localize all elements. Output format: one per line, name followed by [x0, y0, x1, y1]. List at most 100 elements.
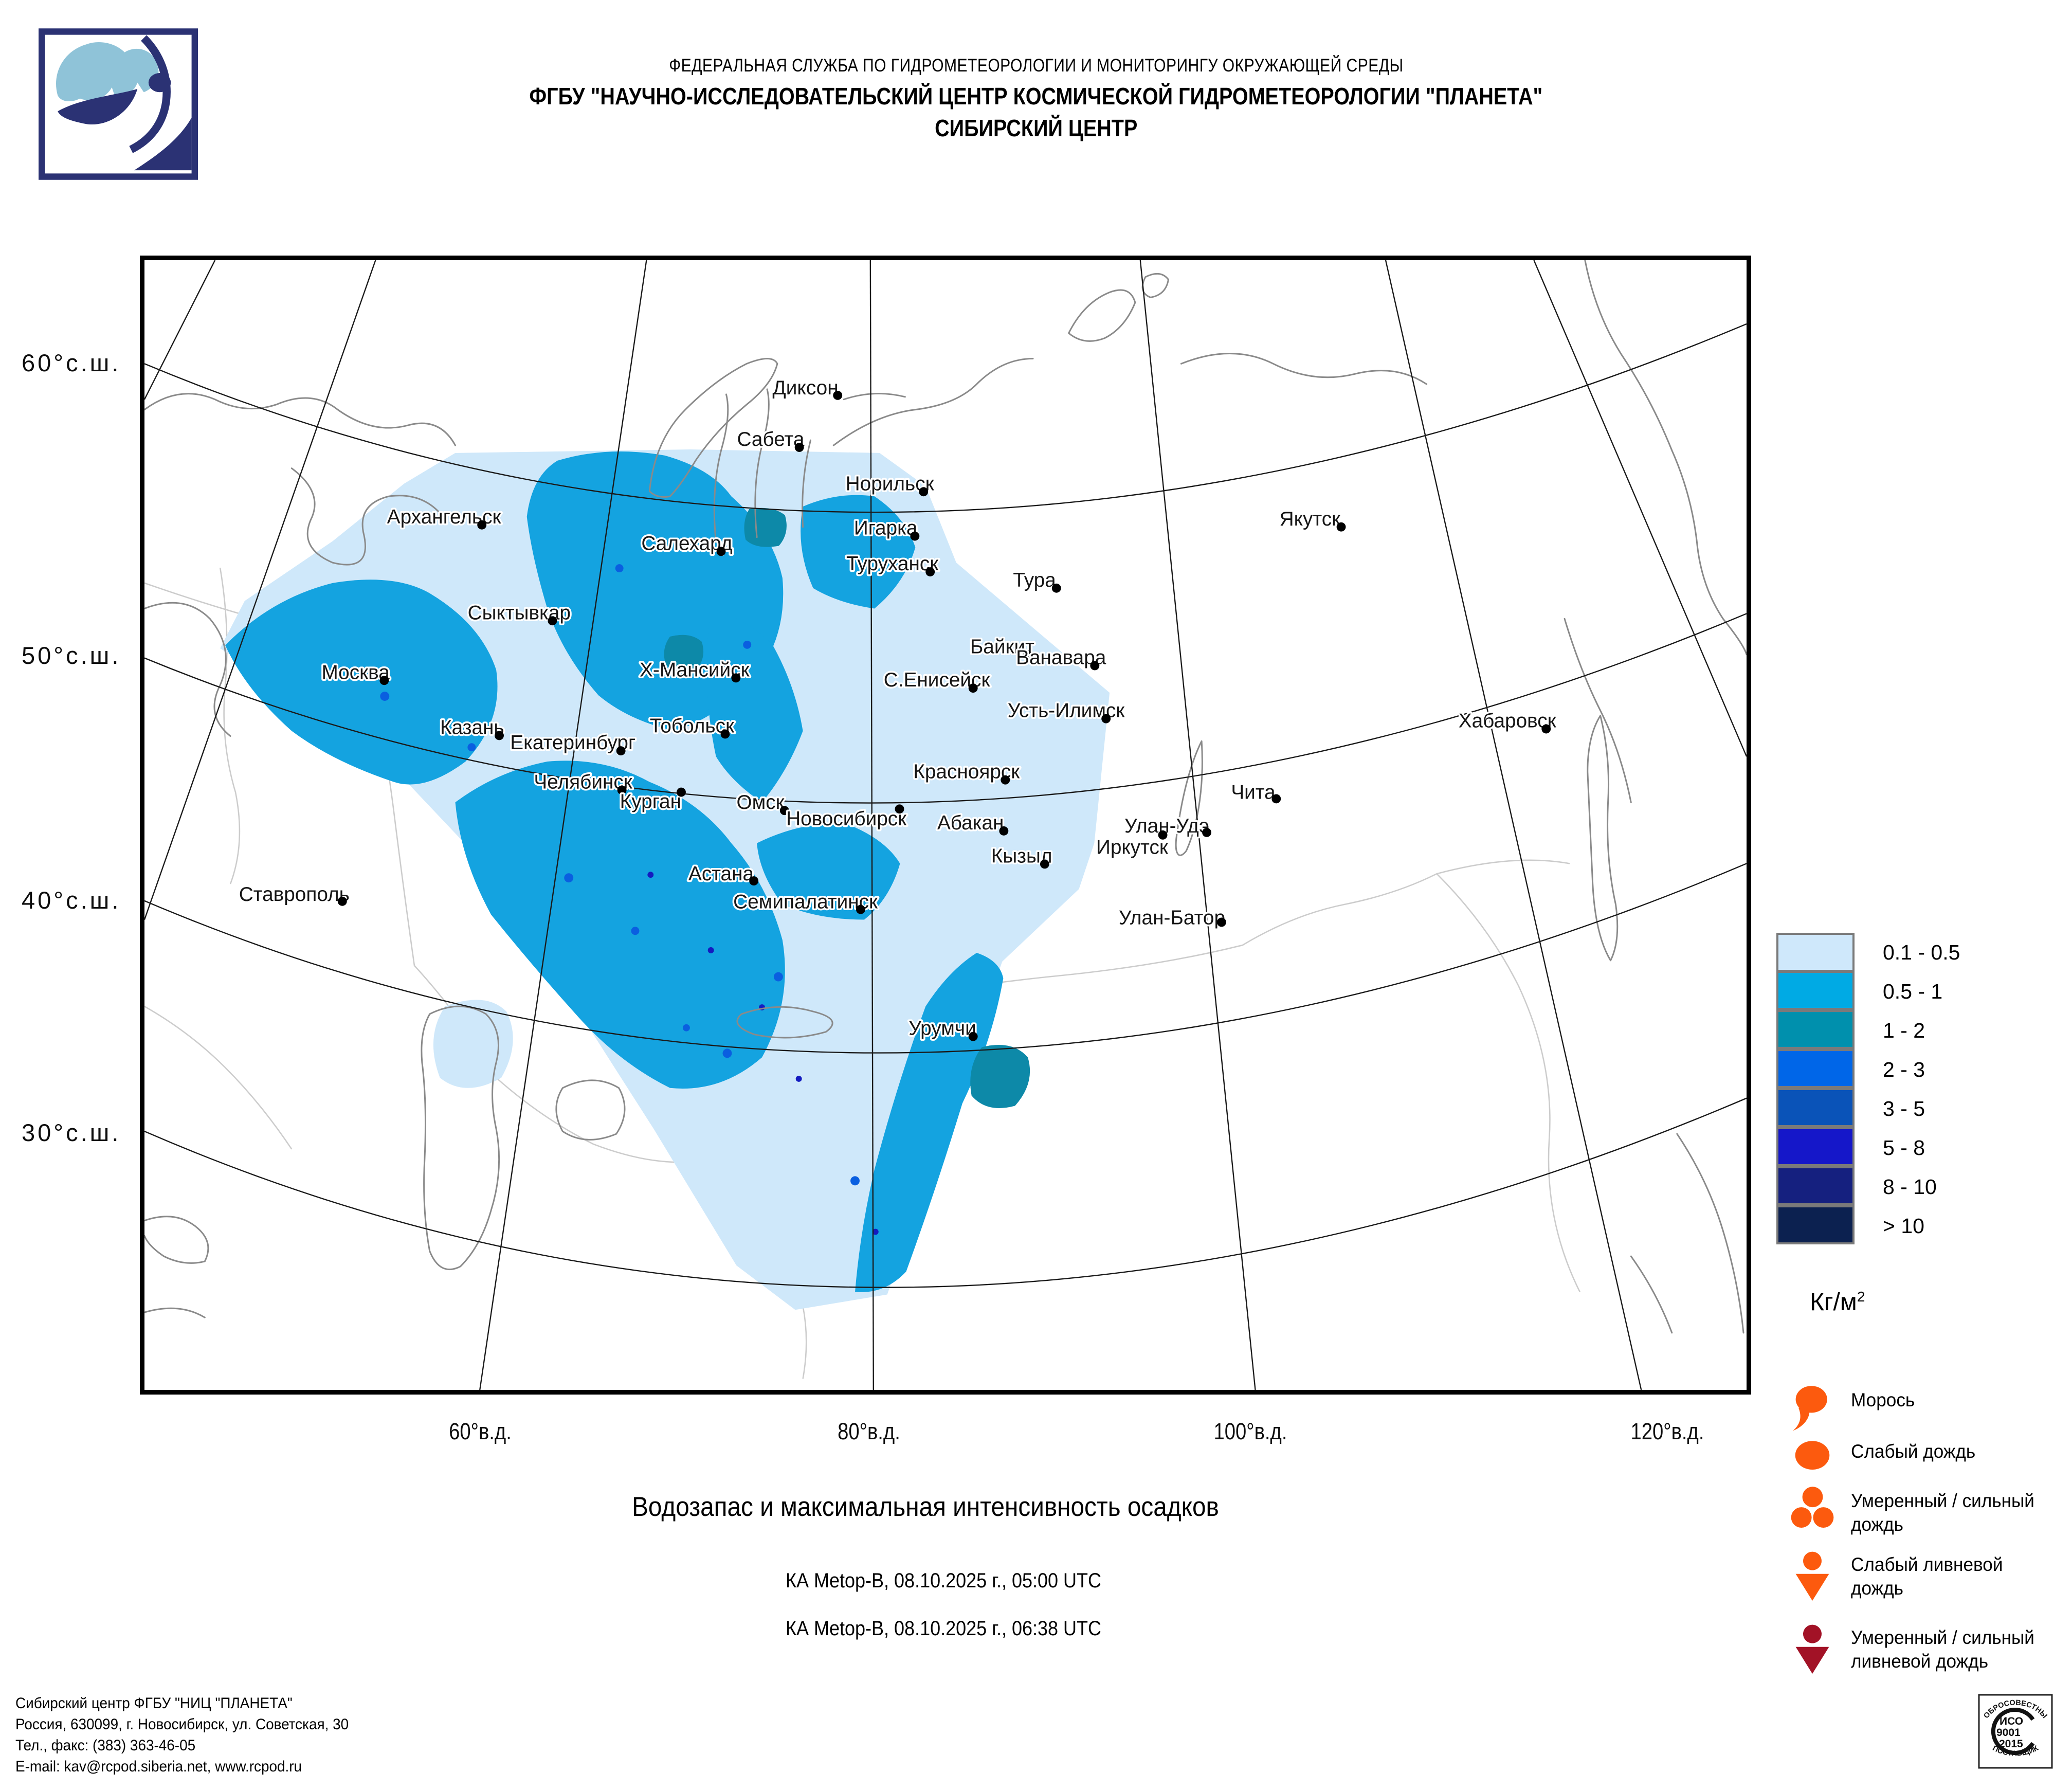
- city-marker: [999, 826, 1009, 836]
- legend-swatch: [1776, 933, 1855, 972]
- iso-line2: 9001: [1996, 1727, 2021, 1739]
- intensity-item: Морось: [1774, 1384, 2062, 1436]
- moderate-strong-rain-icon: [1774, 1485, 1851, 1531]
- satellite-pass-1: КА Metop-B, 08.10.2025 г., 05:00 UTC: [785, 1569, 1102, 1592]
- moderate-strong-shower-rain-icon: [1774, 1622, 1851, 1679]
- precipitation-field: [220, 449, 1110, 1310]
- latitude-label: 50°с.ш.: [22, 642, 121, 669]
- footer-contacts: Сибирский центр ФГБУ "НИЦ "ПЛАНЕТА" Росс…: [15, 1693, 349, 1777]
- city-label: Якутск: [1280, 508, 1341, 530]
- logo-swoosh: [58, 89, 138, 125]
- city-marker: [1001, 775, 1010, 785]
- city-label: Кызыл: [991, 845, 1052, 867]
- city-marker: [716, 547, 726, 556]
- drizzle-icon: [1774, 1384, 1851, 1436]
- city-marker: [968, 683, 978, 693]
- legend-swatch: [1776, 1166, 1855, 1205]
- logo-orbit: [129, 35, 171, 153]
- city-marker: [616, 746, 626, 756]
- city-marker: [720, 729, 730, 739]
- legend-swatch: [1776, 1010, 1855, 1049]
- header-branch-text: СИБИРСКИЙ ЦЕНТР: [934, 115, 1138, 141]
- city-marker: [1336, 522, 1346, 532]
- intensity-item: Умеренный / сильный дождь: [1774, 1485, 2062, 1549]
- city-marker: [617, 785, 627, 795]
- city-marker: [677, 787, 686, 797]
- city-label: Абакан: [937, 812, 1004, 834]
- city-marker: [968, 1032, 978, 1041]
- planeta-logo: [39, 28, 198, 180]
- longitude-label: 60°в.д.: [449, 1418, 512, 1444]
- city-label: Челябинск: [534, 771, 632, 793]
- legend-item: 3 - 5: [1776, 1088, 1960, 1128]
- intensity-item: Слабый дождь: [1774, 1436, 2062, 1485]
- header-service-line: ФЕДЕРАЛЬНАЯ СЛУЖБА ПО ГИДРОМЕТЕОРОЛОГИИ …: [0, 56, 2072, 76]
- header-branch-line: СИБИРСКИЙ ЦЕНТР: [0, 114, 2072, 142]
- iso-line1: ИСО: [2000, 1715, 2023, 1727]
- legend-range: 0.1 - 0.5: [1883, 940, 1960, 964]
- city-label: Курган: [620, 790, 681, 812]
- water-content-legend: 0.1 - 0.5 0.5 - 1 1 - 2 2 - 3 3 - 5 5 - 8 8 - …: [1776, 933, 1960, 1245]
- legend-range: 5 - 8: [1883, 1135, 1925, 1160]
- city-marker: [1158, 830, 1168, 840]
- longitude-label: 80°в.д.: [838, 1418, 900, 1444]
- legend-item: 1 - 2: [1776, 1010, 1960, 1050]
- city-label: Екатеринбург: [510, 732, 635, 754]
- city-marker: [548, 616, 557, 626]
- city-label: Сабета: [737, 428, 805, 450]
- city-marker: [1051, 583, 1061, 593]
- city-label: Диксон: [773, 377, 839, 399]
- precip-heavy-speckles: [380, 564, 860, 1186]
- city-marker: [1090, 661, 1100, 671]
- legend-swatch: [1776, 1088, 1855, 1127]
- iso-c-shape: [1991, 1708, 2035, 1755]
- logo-cloud: [56, 42, 159, 102]
- longitude-label: 120°в.д.: [1630, 1418, 1704, 1444]
- legend-swatch: [1776, 971, 1855, 1010]
- city-label: Х-Мансийск: [640, 659, 750, 681]
- intensity-label: Умеренный / сильный ливневой дождь: [1851, 1627, 2034, 1672]
- graticule: [144, 260, 1747, 1390]
- city-marker: [910, 531, 920, 541]
- legend-item: 2 - 3: [1776, 1049, 1960, 1089]
- header-center-text: ФГБУ "НАУЧНО-ИССЛЕДОВАТЕЛЬСКИЙ ЦЕНТР КОС…: [529, 83, 1543, 110]
- intensity-legend: Морось Слабый дождь Умеренный / сильный …: [1774, 1384, 2062, 1695]
- footer-line: E-mail: kav@rcpod.siberia.net, www.rcpod…: [15, 1758, 302, 1775]
- legend-swatch: [1776, 1049, 1855, 1088]
- city-label: Хабаровск: [1459, 710, 1557, 732]
- latitude-label: 30°с.ш.: [22, 1119, 121, 1146]
- legend-range: > 10: [1883, 1214, 1924, 1238]
- latitude-label: 40°с.ш.: [22, 887, 121, 914]
- city-label: Казань: [440, 716, 504, 738]
- map-canvas: Диксон Сабета Норильск Архангельск Игарка Сал…: [140, 256, 1751, 1395]
- city-marker: [1271, 794, 1281, 804]
- city-label: Омск: [736, 791, 785, 813]
- logo-satellite: [148, 73, 171, 93]
- city-label: Туруханск: [846, 553, 939, 575]
- city-marker: [749, 876, 759, 886]
- city-label: Улан-Батор: [1119, 907, 1225, 929]
- iso-9001-stamp: ДОБРОСОВЕСТНЫЙ ПОСТАВЩИК ИСО 9001 -2015: [1977, 1691, 2053, 1769]
- logo-triangle: [134, 117, 192, 171]
- city-label: Семипалатинск: [733, 891, 878, 913]
- city-marker: [779, 806, 789, 816]
- legend-range: 8 - 10: [1883, 1174, 1937, 1199]
- legend-item: 0.5 - 1: [1776, 971, 1960, 1011]
- city-marker: [1541, 724, 1551, 734]
- city-marker: [731, 673, 741, 683]
- footer-line: Россия, 630099, г. Новосибирск, ул. Сове…: [15, 1716, 349, 1733]
- city-marker: [1023, 650, 1032, 660]
- city-label: Москва: [321, 661, 390, 683]
- intensity-item: Умеренный / сильный ливневой дождь: [1774, 1622, 2062, 1695]
- legend-item: 8 - 10: [1776, 1166, 1960, 1206]
- city-marker: [895, 804, 904, 814]
- city-label: Иркутск: [1096, 837, 1169, 859]
- city-marker: [495, 731, 504, 740]
- city-label: Ставрополь: [239, 883, 350, 906]
- intensity-label: Морось: [1851, 1389, 1915, 1410]
- latitude-label: 60°с.ш.: [22, 349, 121, 376]
- city-marker: [379, 676, 389, 685]
- intensity-label: Умеренный / сильный дождь: [1851, 1490, 2034, 1535]
- legend-item: > 10: [1776, 1205, 1960, 1245]
